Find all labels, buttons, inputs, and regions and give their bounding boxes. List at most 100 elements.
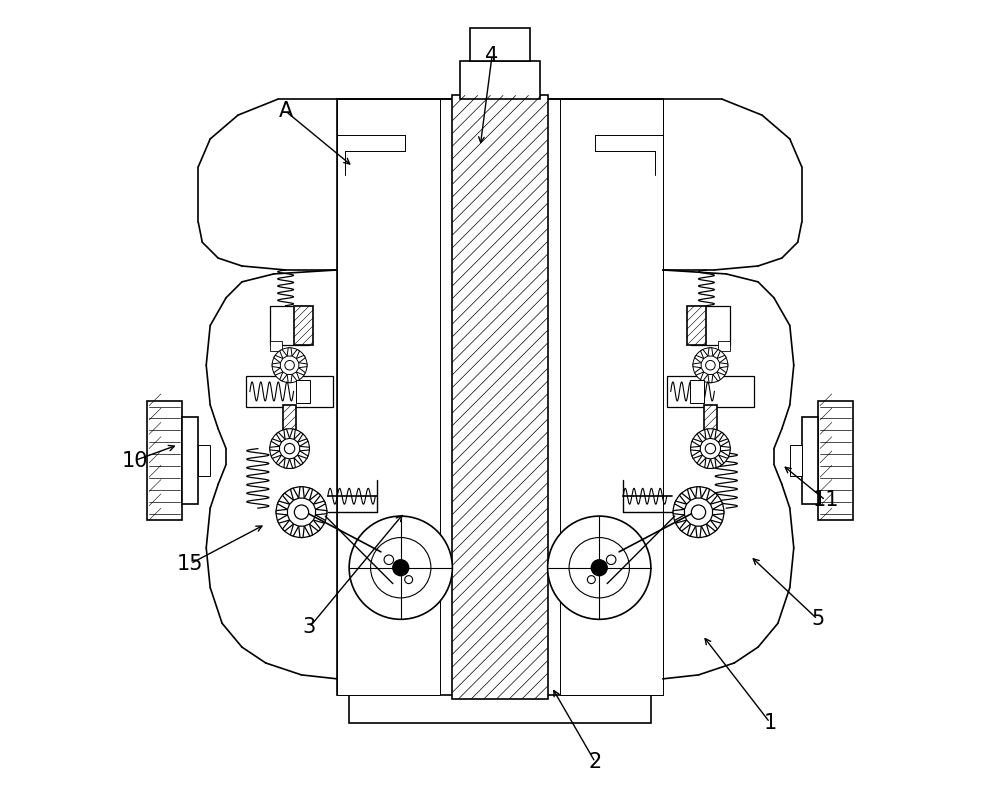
Text: A: A bbox=[278, 101, 293, 121]
Bar bbox=[296, 380, 310, 403]
Bar bbox=[147, 401, 182, 520]
Polygon shape bbox=[717, 356, 726, 363]
Polygon shape bbox=[290, 458, 295, 468]
Bar bbox=[687, 306, 706, 345]
Polygon shape bbox=[717, 368, 726, 375]
Bar bbox=[337, 99, 440, 695]
Bar bbox=[560, 99, 663, 695]
Bar bbox=[802, 417, 818, 504]
Polygon shape bbox=[710, 515, 723, 523]
Polygon shape bbox=[272, 363, 280, 368]
Bar bbox=[460, 61, 540, 99]
Polygon shape bbox=[674, 501, 687, 509]
Polygon shape bbox=[718, 451, 729, 458]
Circle shape bbox=[393, 560, 409, 576]
Bar bbox=[667, 376, 754, 407]
Polygon shape bbox=[713, 372, 720, 381]
Polygon shape bbox=[701, 524, 710, 536]
Polygon shape bbox=[299, 487, 304, 498]
Polygon shape bbox=[705, 429, 710, 439]
Polygon shape bbox=[708, 375, 713, 383]
Polygon shape bbox=[715, 432, 724, 442]
Polygon shape bbox=[701, 372, 708, 381]
Circle shape bbox=[371, 538, 431, 598]
Polygon shape bbox=[290, 488, 299, 500]
Circle shape bbox=[691, 505, 706, 519]
Polygon shape bbox=[309, 493, 320, 504]
Polygon shape bbox=[720, 446, 730, 451]
Text: 10: 10 bbox=[122, 450, 148, 471]
Polygon shape bbox=[292, 372, 299, 381]
Circle shape bbox=[548, 516, 651, 619]
Polygon shape bbox=[695, 368, 704, 375]
Polygon shape bbox=[274, 356, 283, 363]
Bar bbox=[246, 376, 333, 407]
Bar bbox=[718, 341, 730, 351]
Polygon shape bbox=[697, 455, 706, 465]
Polygon shape bbox=[271, 451, 282, 458]
Bar bbox=[818, 401, 853, 520]
Bar bbox=[470, 28, 530, 61]
Polygon shape bbox=[710, 458, 716, 468]
Polygon shape bbox=[300, 446, 309, 451]
Polygon shape bbox=[274, 368, 283, 375]
Polygon shape bbox=[294, 432, 303, 442]
Circle shape bbox=[591, 560, 607, 576]
Circle shape bbox=[285, 360, 294, 370]
Circle shape bbox=[606, 555, 616, 565]
Polygon shape bbox=[277, 515, 290, 523]
Polygon shape bbox=[296, 356, 305, 363]
Bar bbox=[270, 341, 282, 351]
Text: 15: 15 bbox=[177, 553, 204, 574]
Polygon shape bbox=[298, 451, 308, 458]
Polygon shape bbox=[276, 432, 285, 442]
Polygon shape bbox=[674, 515, 687, 523]
Polygon shape bbox=[696, 526, 701, 538]
Polygon shape bbox=[713, 509, 724, 515]
Polygon shape bbox=[290, 524, 299, 536]
Polygon shape bbox=[680, 520, 691, 531]
Circle shape bbox=[276, 487, 327, 538]
Bar bbox=[690, 380, 704, 403]
Text: 4: 4 bbox=[485, 45, 499, 66]
Polygon shape bbox=[720, 363, 728, 368]
Polygon shape bbox=[696, 487, 701, 498]
Polygon shape bbox=[283, 493, 294, 504]
Polygon shape bbox=[284, 429, 290, 439]
Polygon shape bbox=[309, 520, 320, 531]
Text: 5: 5 bbox=[811, 609, 824, 630]
Circle shape bbox=[349, 516, 452, 619]
Polygon shape bbox=[313, 515, 326, 523]
Bar bbox=[198, 445, 210, 476]
Polygon shape bbox=[680, 493, 691, 504]
Polygon shape bbox=[695, 356, 704, 363]
Polygon shape bbox=[277, 501, 290, 509]
Polygon shape bbox=[713, 349, 720, 359]
Polygon shape bbox=[276, 509, 287, 515]
Bar bbox=[790, 445, 802, 476]
Polygon shape bbox=[270, 446, 280, 451]
Bar bbox=[337, 99, 663, 695]
Polygon shape bbox=[701, 349, 708, 359]
Circle shape bbox=[705, 443, 716, 454]
Polygon shape bbox=[706, 520, 717, 531]
Polygon shape bbox=[687, 488, 696, 500]
Polygon shape bbox=[706, 493, 717, 504]
Text: 2: 2 bbox=[589, 752, 602, 773]
Bar bbox=[294, 306, 313, 345]
Text: 3: 3 bbox=[303, 617, 316, 638]
Polygon shape bbox=[304, 524, 313, 536]
Polygon shape bbox=[287, 348, 292, 356]
Bar bbox=[182, 417, 198, 504]
Polygon shape bbox=[313, 501, 326, 509]
Polygon shape bbox=[708, 348, 713, 356]
Polygon shape bbox=[718, 439, 729, 446]
Polygon shape bbox=[280, 349, 287, 359]
Polygon shape bbox=[697, 432, 706, 442]
Polygon shape bbox=[280, 372, 287, 381]
Polygon shape bbox=[710, 501, 723, 509]
Polygon shape bbox=[701, 488, 710, 500]
Circle shape bbox=[706, 360, 715, 370]
Bar bbox=[283, 405, 296, 441]
Bar bbox=[270, 306, 309, 345]
